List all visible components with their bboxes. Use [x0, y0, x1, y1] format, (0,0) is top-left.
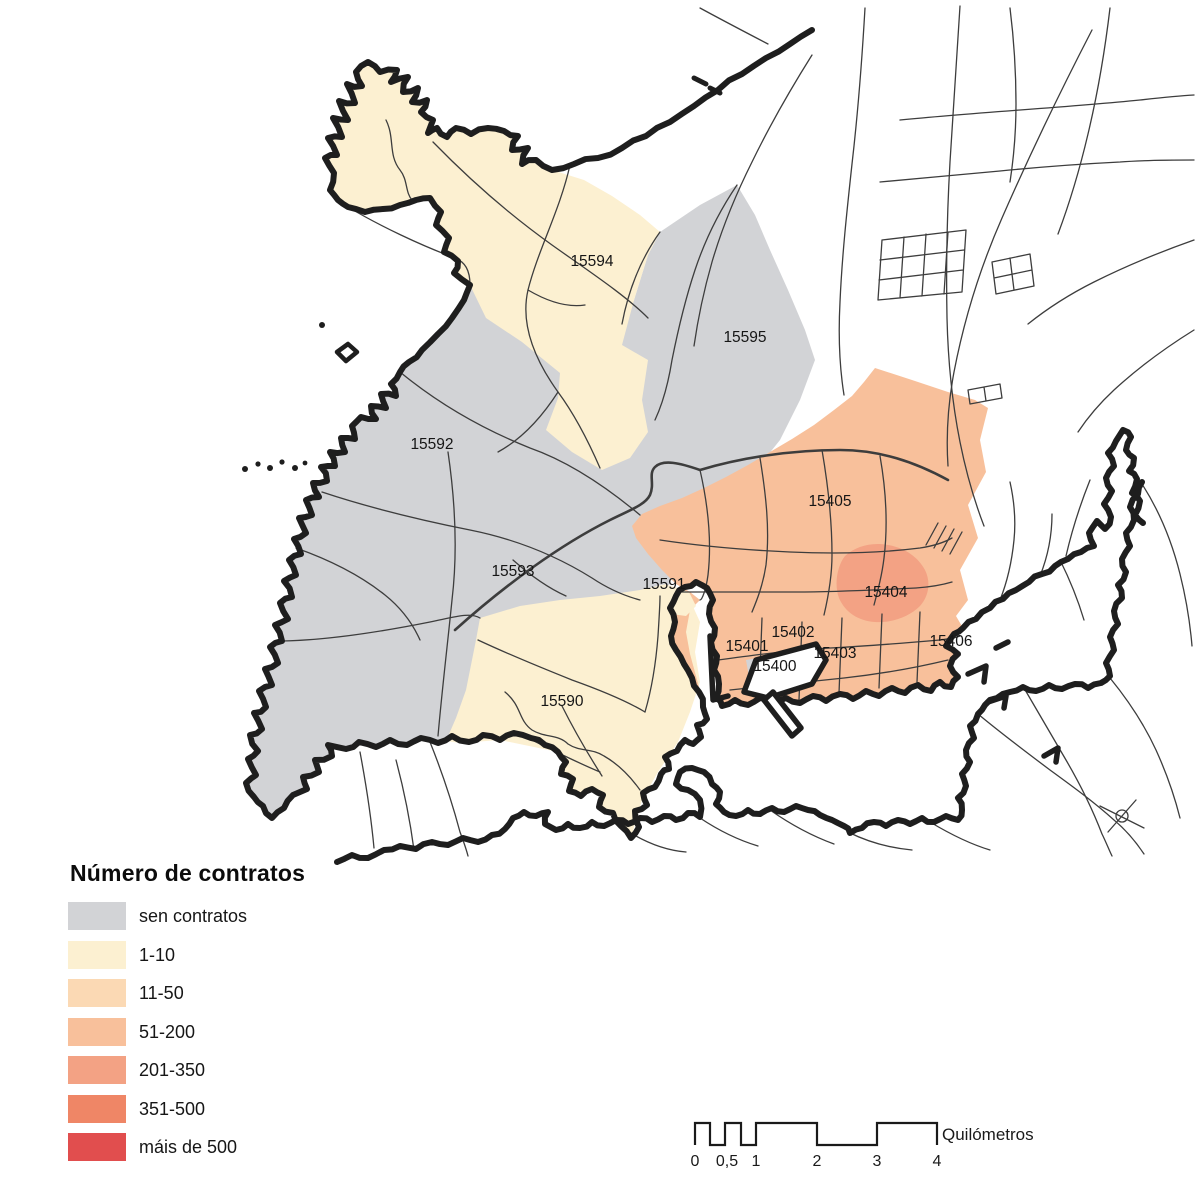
legend-item: 1-10 — [68, 940, 305, 969]
scale-tick-1: 1 — [752, 1153, 761, 1170]
zone-label-15400: 15400 — [753, 658, 796, 675]
zone-label-15594: 15594 — [570, 253, 613, 270]
island — [334, 341, 360, 364]
legend-swatch — [68, 902, 126, 930]
legend-item-label: sen contratos — [139, 906, 248, 926]
port-structures — [334, 75, 1061, 765]
dock-breakwater — [707, 633, 731, 703]
highway-road — [453, 448, 950, 632]
zone-15404 — [836, 544, 929, 623]
zone-label-15402: 15402 — [771, 624, 814, 641]
legend-item-label: máis de 500 — [139, 1137, 238, 1157]
legend-swatch — [68, 979, 126, 1007]
scale-tick-0,5: 0,5 — [716, 1153, 738, 1170]
zone-label-15401: 15401 — [725, 638, 768, 655]
coastline-south-shore — [334, 479, 1145, 865]
coastline-layer — [243, 27, 1146, 865]
zone-label-15591: 15591 — [642, 576, 685, 593]
legend-item-label: 351-500 — [139, 1098, 206, 1119]
legend-rows: sen contratos 1-10 11-50 51-200 201-350 351-5… — [68, 902, 305, 1161]
legend-item: máis de 500 — [68, 1133, 305, 1161]
legend-item-label: 201-350 — [139, 1060, 206, 1080]
zone-label-15403: 15403 — [813, 645, 856, 662]
islet-north — [691, 75, 723, 96]
zone-label-15590: 15590 — [540, 693, 583, 710]
scale-bar-unit: Quilómetros — [942, 1125, 1034, 1144]
rail-hatch — [925, 522, 963, 555]
zones-layer — [246, 62, 988, 838]
zone-15594 — [325, 62, 660, 470]
zone-labels: 15594 15595 15592 15593 15591 15590 15405 15404… — [410, 253, 972, 710]
legend-item-label: 51-200 — [139, 1021, 196, 1042]
dock-pier — [761, 689, 804, 739]
legend-title: Número de contratos — [70, 860, 306, 886]
legend-item-label: 1-10 — [139, 944, 176, 965]
zone-label-15595: 15595 — [723, 329, 766, 346]
zone-label-15592: 15592 — [410, 436, 453, 453]
legend-swatch — [68, 1056, 126, 1084]
zone-label-15593: 15593 — [491, 563, 534, 580]
scale-bar-ticks: 0 0,5 1 2 3 4 — [691, 1153, 942, 1170]
scale-bar-shape — [693, 1121, 939, 1147]
zone-label-15404: 15404 — [864, 584, 907, 601]
coastline-ferrol — [243, 27, 1146, 841]
legend-item-label: 11-50 — [139, 983, 184, 1003]
legend-swatch — [68, 1133, 126, 1161]
dock-east — [965, 639, 1011, 685]
legend-item: sen contratos — [68, 902, 305, 930]
dock-south-shore — [985, 693, 1061, 765]
zone-label-15405: 15405 — [808, 493, 851, 510]
legend-item: 51-200 — [68, 1017, 305, 1046]
scale-tick-2: 2 — [813, 1153, 822, 1170]
legend: Número de contratos sen contratos 1-10 11-… — [68, 860, 305, 1172]
zone-gray-15592-15593-15595 — [246, 185, 815, 818]
scale-tick-3: 3 — [873, 1153, 882, 1170]
zone-15590 — [446, 584, 700, 838]
islets-west — [242, 322, 325, 472]
scale-bar: Quilómetros 0 0,5 1 2 3 4 — [691, 1121, 1034, 1170]
legend-item: 201-350 — [68, 1056, 305, 1084]
legend-swatch — [68, 940, 126, 969]
scale-tick-4: 4 — [933, 1153, 942, 1170]
zone-label-15406: 15406 — [929, 633, 972, 650]
legend-item: 351-500 — [68, 1094, 305, 1123]
road-network — [282, 5, 1195, 857]
legend-item: 11-50 — [68, 979, 305, 1007]
legend-swatch — [68, 1094, 126, 1123]
legend-swatch — [68, 1017, 126, 1046]
zone-15405-city — [632, 368, 988, 719]
scale-tick-0: 0 — [691, 1153, 700, 1170]
